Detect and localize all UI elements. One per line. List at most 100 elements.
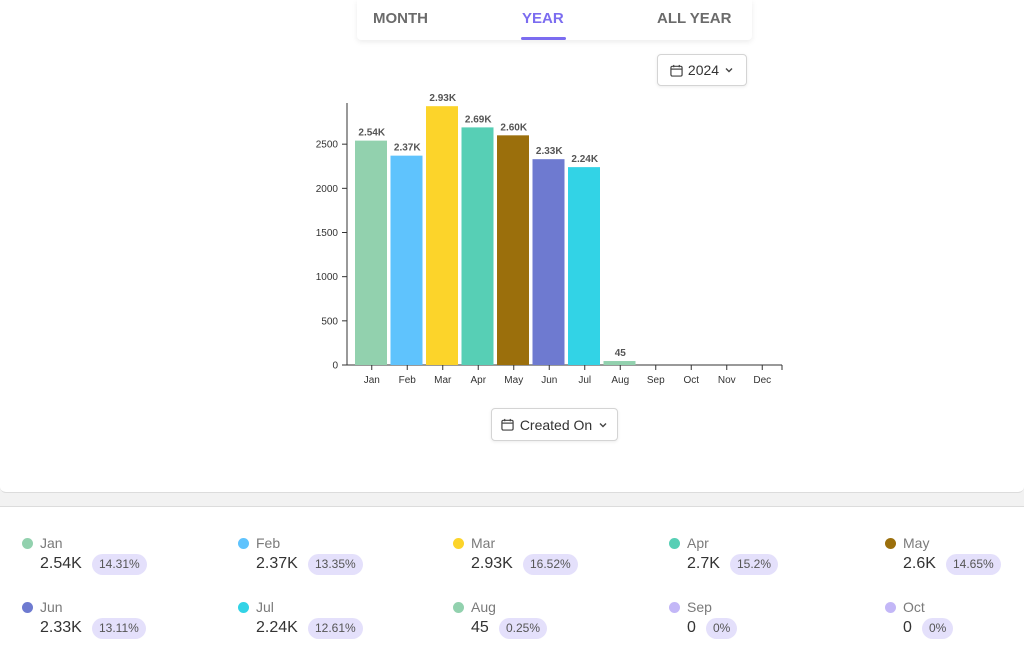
legend-value: 2.93K (471, 555, 513, 572)
legend-value: 2.24K (256, 619, 298, 636)
legend-dot (453, 538, 464, 549)
y-tick-label: 2500 (316, 140, 339, 151)
legend-dot (22, 602, 33, 613)
legend-value: 45 (471, 619, 489, 636)
legend-value: 0 (687, 619, 696, 636)
x-tick-label-nov: Nov (718, 375, 736, 386)
legend-percent-badge: 0.25% (499, 618, 548, 639)
x-tick-label-jul: Jul (578, 375, 591, 386)
data-label-feb: 2.37K (394, 143, 421, 154)
legend-label: Sep (687, 599, 712, 615)
bar-jan (355, 140, 387, 365)
legend-percent-badge: 14.31% (92, 554, 147, 575)
tab-month[interactable]: MONTH (373, 10, 428, 27)
x-tick-label-oct: Oct (683, 375, 699, 386)
legend-item-apr: Apr 2.7K 15.2% (669, 535, 869, 585)
legend-card: Jan 2.54K 14.31% Feb 2.37K 13.35% Mar 2.93K 16.5… (0, 506, 1024, 656)
date-field-value: Created On (519, 416, 593, 433)
data-label-mar: 2.93K (429, 93, 456, 104)
calendar-icon (501, 418, 514, 431)
legend-label: Oct (903, 599, 925, 615)
legend-dot (22, 538, 33, 549)
legend-item-jan: Jan 2.54K 14.31% (22, 535, 222, 585)
data-label-may: 2.60K (500, 122, 527, 133)
active-tab-indicator (521, 37, 566, 40)
x-tick-label-mar: Mar (434, 375, 452, 386)
legend-label: Mar (471, 535, 496, 551)
legend-dot (669, 538, 680, 549)
legend-percent-badge: 12.61% (308, 618, 363, 639)
y-tick-label: 2000 (316, 184, 339, 195)
bar-aug (603, 361, 636, 365)
x-tick-label-sep: Sep (647, 375, 665, 386)
data-label-jul: 2.24K (571, 154, 598, 165)
legend-value: 2.7K (687, 555, 720, 572)
legend-item-feb: Feb 2.37K 13.35% (238, 535, 438, 585)
data-label-aug: 45 (615, 348, 627, 359)
legend-label: Apr (687, 535, 709, 551)
legend-dot (453, 602, 464, 613)
x-tick-label-jun: Jun (541, 375, 557, 386)
legend-item-may: May 2.6K 14.65% (885, 535, 1024, 585)
x-tick-label-feb: Feb (399, 375, 417, 386)
legend-dot (885, 602, 896, 613)
legend-dot (238, 538, 249, 549)
legend-value: 0 (903, 619, 912, 636)
y-tick-label: 1500 (316, 228, 339, 239)
bar-jun (532, 159, 565, 365)
chart-card: MONTH YEAR ALL YEAR 2024 0 500 1000 1500 200… (0, 0, 1024, 493)
date-field-dropdown[interactable]: Created On (491, 408, 618, 441)
legend-item-sep: Sep 0 0% (669, 599, 869, 649)
year-dropdown[interactable]: 2024 (657, 54, 747, 86)
legend-label: Jan (40, 535, 63, 551)
legend-label: Jun (40, 599, 63, 615)
legend-dot (238, 602, 249, 613)
legend-value: 2.54K (40, 555, 82, 572)
legend-item-mar: Mar 2.93K 16.52% (453, 535, 653, 585)
bar-mar (426, 106, 458, 365)
x-tick-label-dec: Dec (753, 375, 771, 386)
legend-percent-badge: 13.35% (308, 554, 363, 575)
x-tick-label-may: May (504, 375, 523, 386)
legend-item-jul: Jul 2.24K 12.61% (238, 599, 438, 649)
calendar-icon (670, 64, 683, 77)
legend-dot (669, 602, 680, 613)
y-tick-label: 0 (332, 361, 338, 372)
bar-apr (461, 127, 494, 365)
x-tick-label-jan: Jan (364, 375, 380, 386)
x-tick-label-apr: Apr (470, 375, 486, 386)
legend-percent-badge: 15.2% (730, 554, 779, 575)
chevron-down-icon (599, 422, 607, 427)
legend-dot (885, 538, 896, 549)
legend-value: 2.37K (256, 555, 298, 572)
y-tick-label: 1000 (316, 272, 339, 283)
tab-all-year[interactable]: ALL YEAR (657, 10, 732, 27)
bar-may (497, 135, 529, 365)
legend-label: Jul (256, 599, 274, 615)
legend-label: Feb (256, 535, 281, 551)
data-label-apr: 2.69K (465, 114, 492, 125)
legend-item-oct: Oct 0 0% (885, 599, 1024, 649)
legend-value: 2.6K (903, 555, 936, 572)
legend-percent-badge: 0% (706, 618, 738, 639)
legend-percent-badge: 14.65% (946, 554, 1001, 575)
legend-value: 2.33K (40, 619, 82, 636)
y-tick-label: 500 (321, 316, 338, 327)
legend-item-aug: Aug 45 0.25% (453, 599, 653, 649)
bar-jul (568, 167, 600, 365)
bar-feb (390, 155, 423, 365)
legend-item-jun: Jun 2.33K 13.11% (22, 599, 222, 649)
year-dropdown-value: 2024 (687, 62, 720, 78)
chevron-down-icon (725, 68, 733, 73)
x-tick-label-aug: Aug (611, 375, 629, 386)
data-label-jun: 2.33K (536, 146, 563, 157)
legend-label: Aug (471, 599, 496, 615)
period-tabs: MONTH YEAR ALL YEAR (357, 0, 752, 40)
legend-percent-badge: 0% (922, 618, 954, 639)
legend-percent-badge: 16.52% (523, 554, 578, 575)
legend-percent-badge: 13.11% (92, 618, 146, 639)
legend-label: May (903, 535, 930, 551)
tab-year[interactable]: YEAR (522, 10, 564, 27)
data-label-jan: 2.54K (358, 128, 385, 139)
bar-chart: 0 500 1000 1500 2000 2500 2.54K Jan 2.37K Feb 2.93… (316, 93, 783, 386)
